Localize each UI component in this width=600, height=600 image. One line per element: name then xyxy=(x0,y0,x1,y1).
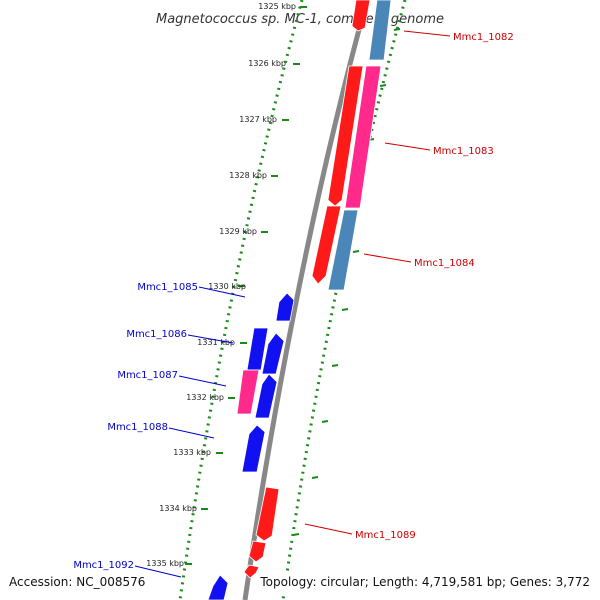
gene-label-mmc1-1088[interactable]: Mmc1_1088 xyxy=(107,422,168,433)
tick-label: 1334 kbp xyxy=(159,504,197,513)
gene-label-mmc1-1089[interactable]: Mmc1_1089 xyxy=(355,530,416,541)
reverse-strand-genes xyxy=(207,292,295,600)
gene-mmc1-1082-right[interactable] xyxy=(368,0,392,61)
map-title: Magnetococcus sp. MC-1, complete genome xyxy=(156,12,444,27)
gene-mmc1-1086-right[interactable] xyxy=(261,332,285,375)
ruler-tick xyxy=(393,28,401,31)
gene-label-mmc1-1082[interactable]: Mmc1_1082 xyxy=(453,32,514,43)
gene-mmc1-1082-left[interactable] xyxy=(351,0,371,32)
leader-line xyxy=(403,30,451,37)
leader-line xyxy=(198,286,246,298)
gene-mmc1-1086-left[interactable] xyxy=(246,327,269,371)
gene-mmc1-1089-a[interactable] xyxy=(255,486,280,542)
leader-line xyxy=(304,523,353,535)
footer-left-bg xyxy=(0,572,150,592)
gene-mmc1-1088[interactable] xyxy=(241,424,266,473)
ruler-tick xyxy=(321,420,329,423)
gene-mmc1-1089-b[interactable] xyxy=(248,540,267,563)
ruler-tick xyxy=(331,364,339,367)
gene-labels: Mmc1_1082 Mmc1_1083 Mmc1_1084 Mmc1_1085 … xyxy=(73,32,513,571)
label-leader-lines xyxy=(134,30,451,578)
gene-mmc1-1083-left[interactable] xyxy=(327,65,364,207)
ruler-ticks: 1325 kbp 1326 kbp 1327 kbp 1328 kbp 1329… xyxy=(146,2,401,568)
forward-strand-genes xyxy=(243,0,392,579)
accession-text: Accession: NC_008576 xyxy=(9,575,145,589)
genome-backbone xyxy=(242,0,370,600)
leader-line xyxy=(384,142,431,151)
leader-line xyxy=(187,334,234,344)
footer-right-bg xyxy=(258,572,600,592)
tick-label: 1325 kbp xyxy=(258,2,296,11)
gene-label-mmc1-1085[interactable]: Mmc1_1085 xyxy=(137,282,198,293)
ruler-tick xyxy=(379,84,387,87)
gene-mmc1-1087-right[interactable] xyxy=(254,373,278,419)
gene-label-mmc1-1092[interactable]: Mmc1_1092 xyxy=(73,560,134,571)
gene-mmc1-1092[interactable] xyxy=(207,574,229,600)
tick-label: 1328 kbp xyxy=(229,171,267,180)
gene-label-mmc1-1086[interactable]: Mmc1_1086 xyxy=(126,329,187,340)
ruler-tick xyxy=(311,476,319,479)
gene-mmc1-1084-right[interactable] xyxy=(327,209,359,291)
gene-label-mmc1-1087[interactable]: Mmc1_1087 xyxy=(117,370,178,381)
leader-line xyxy=(134,565,182,578)
gene-mmc1-1085[interactable] xyxy=(275,292,295,322)
tick-label: 1326 kbp xyxy=(248,59,286,68)
tick-label: 1335 kbp xyxy=(146,559,184,568)
tick-label: 1327 kbp xyxy=(239,115,277,124)
gene-mmc1-1084-left[interactable] xyxy=(311,205,342,285)
tick-label: 1329 kbp xyxy=(219,227,257,236)
tick-label: 1333 kbp xyxy=(173,448,211,457)
gene-mmc1-1089-c[interactable] xyxy=(243,564,260,579)
leader-line xyxy=(178,375,227,387)
topology-text: Topology: circular; Length: 4,719,581 bp… xyxy=(259,575,590,589)
leader-line xyxy=(363,253,412,263)
tick-label: 1330 kbp xyxy=(208,282,246,291)
tick-label: 1332 kbp xyxy=(186,393,224,402)
gene-label-mmc1-1084[interactable]: Mmc1_1084 xyxy=(414,258,475,269)
gene-label-mmc1-1083[interactable]: Mmc1_1083 xyxy=(433,146,494,157)
gene-mmc1-1087[interactable] xyxy=(236,369,260,415)
gene-mmc1-1083-right[interactable] xyxy=(344,65,382,209)
ruler-tick xyxy=(292,533,300,536)
leader-line xyxy=(168,427,215,439)
ruler-tick xyxy=(352,250,360,253)
ruler-tick xyxy=(341,308,349,311)
tick-label: 1331 kbp xyxy=(197,338,235,347)
